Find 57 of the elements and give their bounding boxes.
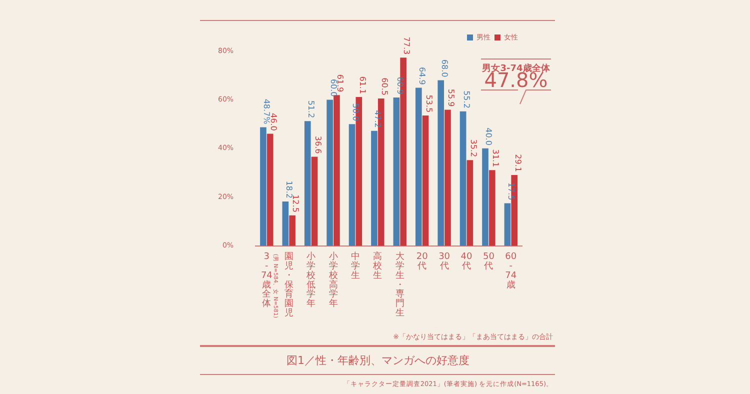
data-label: 64.9 xyxy=(418,66,427,85)
data-label: 61.1 xyxy=(358,76,367,94)
data-label: 29.1 xyxy=(513,154,522,172)
x-tick-label: 高校生 xyxy=(372,250,382,281)
x-tick-label: 小学校低学年 xyxy=(306,250,316,310)
bar xyxy=(282,202,289,246)
data-label: 55.9 xyxy=(446,88,456,107)
bar xyxy=(304,121,311,246)
data-label: 77.3 xyxy=(402,36,412,55)
x-tick-label: 40代 xyxy=(460,252,472,272)
bar xyxy=(504,203,511,246)
data-label: 12.5 xyxy=(291,194,300,212)
bar xyxy=(488,170,496,246)
x-tick-label: 50代 xyxy=(482,252,495,272)
bar xyxy=(289,215,296,246)
bar xyxy=(460,111,466,246)
text: 図1／性・年齢別、マンガへの好意度 xyxy=(286,354,470,367)
x-tick-label: 30代 xyxy=(438,252,450,272)
x-tick-label: 3-74歳全体 xyxy=(260,252,273,310)
bar xyxy=(311,156,318,246)
data-label: 17.5 xyxy=(506,182,516,200)
bar xyxy=(266,134,274,246)
bar xyxy=(326,100,333,246)
data-label: 60.0 xyxy=(328,78,338,97)
bar xyxy=(348,124,356,246)
data-label: 40.0 xyxy=(484,128,494,146)
data-label: 51.2 xyxy=(306,100,316,118)
bar xyxy=(466,160,474,246)
bar xyxy=(260,127,266,246)
bar xyxy=(334,95,340,246)
bar xyxy=(482,148,488,246)
data-label: 18.2 xyxy=(284,180,294,199)
bar xyxy=(438,80,444,246)
data-label: 60.5 xyxy=(380,78,390,96)
data-label: 31.1 xyxy=(491,149,500,168)
x-tick-label: 大学生・専門生 xyxy=(395,250,404,319)
data-label: 53.5 xyxy=(424,94,434,113)
data-label: 47.2 xyxy=(373,110,382,128)
data-label: 50.0 xyxy=(350,103,360,122)
data-label: 60.9 xyxy=(395,76,404,95)
data-label: 68.0 xyxy=(440,59,449,78)
bar xyxy=(415,88,422,246)
data-label: 55.2 xyxy=(462,90,471,108)
data-label: 48.7% xyxy=(262,98,272,125)
bar xyxy=(444,110,451,246)
bar xyxy=(371,130,378,246)
data-label: 46.0 xyxy=(269,113,278,131)
bar xyxy=(422,116,429,246)
x-tick-label: 小学校高学年 xyxy=(328,250,338,310)
data-label: 35.2 xyxy=(468,139,478,158)
x-tick-label: 20代 xyxy=(416,252,428,272)
x-tick-label: 中学生 xyxy=(350,250,360,281)
data-label: 61.9 xyxy=(336,74,345,92)
bar xyxy=(393,98,400,246)
x-tick-label: 60-74歳 xyxy=(505,252,517,290)
data-label: 36.6 xyxy=(313,136,322,154)
x-tick-label: 園児・保育園児 xyxy=(284,250,294,319)
